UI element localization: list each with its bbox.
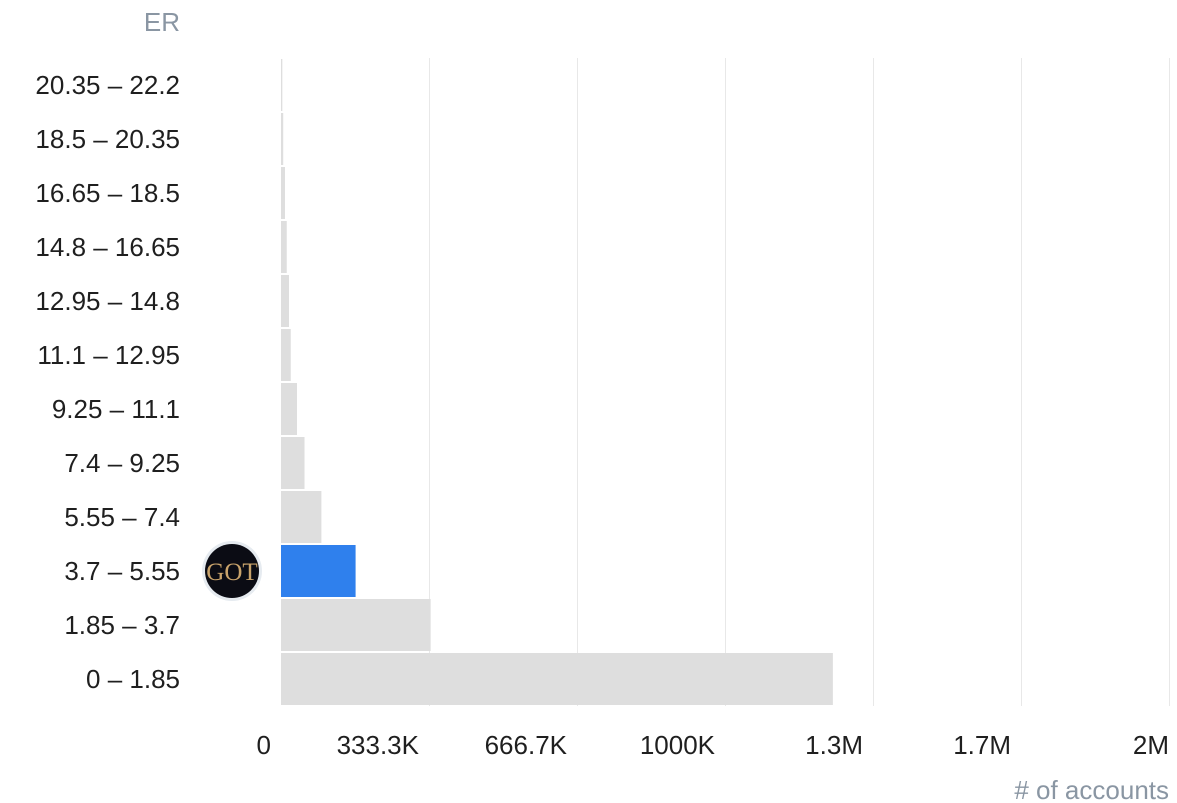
category-label: 12.95 – 14.8 — [35, 286, 180, 316]
bar — [281, 599, 431, 651]
bar — [281, 59, 283, 111]
category-label: 1.85 – 3.7 — [64, 610, 180, 640]
category-label: 5.55 – 7.4 — [64, 502, 180, 532]
bar — [281, 491, 322, 543]
x-axis-title: # of accounts — [1014, 775, 1169, 803]
bar — [281, 437, 305, 489]
x-tick-label: 1000K — [640, 730, 716, 760]
category-label: 16.65 – 18.5 — [35, 178, 180, 208]
bar — [281, 275, 289, 327]
category-label: 7.4 – 9.25 — [64, 448, 180, 478]
category-label: 11.1 – 12.95 — [37, 340, 180, 370]
x-tick-label: 1.7M — [953, 730, 1011, 760]
bar — [281, 329, 291, 381]
bar — [281, 221, 287, 273]
avatar-logo-text: GOT — [206, 559, 257, 586]
category-label: 0 – 1.85 — [86, 664, 180, 694]
x-tick-labels: 0 333.3K 666.7K 1000K 1.3M 1.7M 2M — [257, 730, 1169, 760]
highlight-marker: GOT — [202, 541, 262, 601]
bar — [281, 383, 297, 435]
x-tick-label: 0 — [257, 730, 271, 760]
category-label: 14.8 – 16.65 — [35, 232, 180, 262]
bar — [281, 653, 833, 705]
category-label: 3.7 – 5.55 — [64, 556, 180, 586]
grid-lines — [429, 58, 1170, 706]
category-labels: 0 – 1.85 1.85 – 3.7 3.7 – 5.55 5.55 – 7.4 7.… — [35, 70, 180, 694]
category-label: 20.35 – 22.2 — [35, 70, 180, 100]
x-tick-label: 1.3M — [805, 730, 863, 760]
account-avatar — [205, 544, 259, 598]
category-label: 18.5 – 20.35 — [35, 124, 180, 154]
bar — [281, 167, 285, 219]
y-axis-title: ER — [144, 7, 180, 37]
x-tick-label: 2M — [1133, 730, 1169, 760]
bars — [281, 59, 833, 705]
x-tick-label: 333.3K — [337, 730, 420, 760]
bar — [281, 113, 284, 165]
bar-highlighted — [281, 545, 356, 597]
category-label: 9.25 – 11.1 — [52, 394, 180, 424]
x-tick-label: 666.7K — [485, 730, 568, 760]
